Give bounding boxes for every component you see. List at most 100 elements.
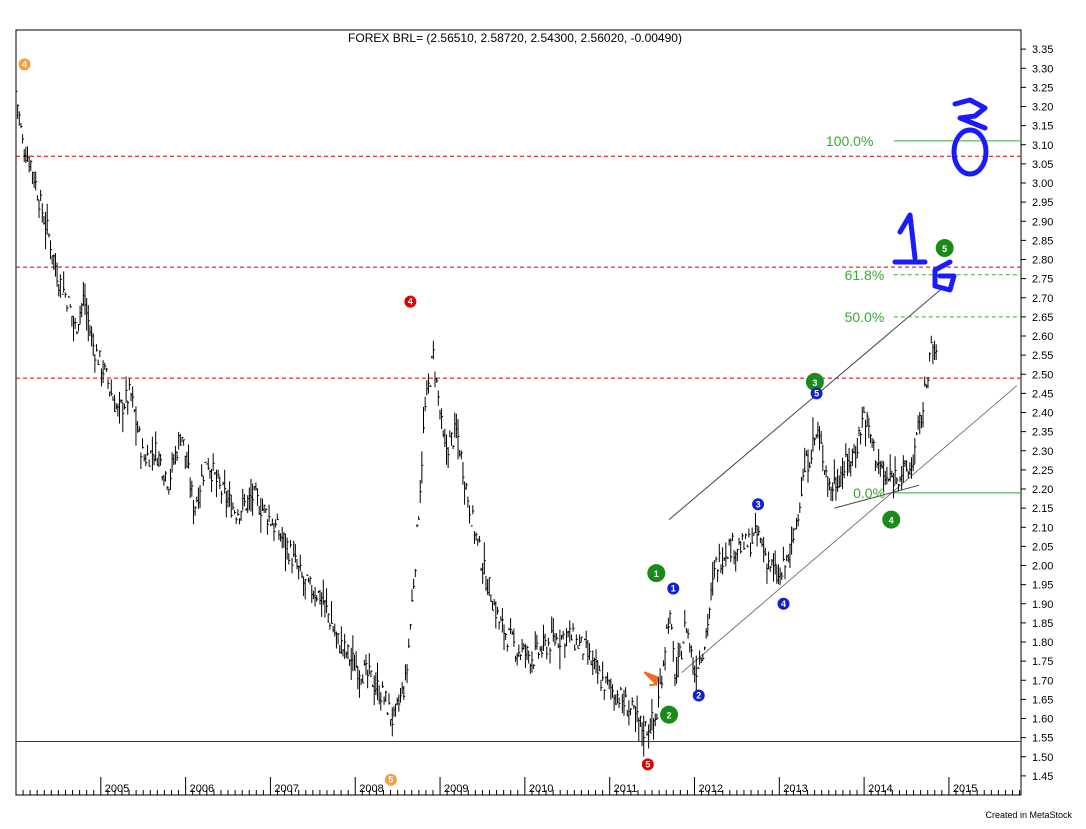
y-tick-label: 1.55 <box>1032 733 1053 745</box>
y-tick-label: 2.50 <box>1032 369 1053 381</box>
y-tick-label: 2.40 <box>1032 408 1053 420</box>
y-tick-label: 2.80 <box>1032 255 1053 267</box>
price-bars <box>15 89 938 757</box>
trend-line <box>834 484 920 509</box>
wave-label: 1 <box>647 564 666 583</box>
x-tick-label: 2011 <box>614 783 638 795</box>
y-tick-label: 1.80 <box>1032 637 1053 649</box>
y-tick-label: 2.20 <box>1032 484 1053 496</box>
fib-level-label: 100.0% <box>826 133 873 149</box>
wave-label-text: 4 <box>22 59 27 69</box>
y-tick-label: 3.05 <box>1032 159 1053 171</box>
y-tick-label: 2.30 <box>1032 446 1053 458</box>
scribble-loop <box>932 259 957 293</box>
wave-label-text: 2 <box>696 691 701 701</box>
credit-text: Created in MetaStock <box>985 810 1072 820</box>
wave-label-circle <box>935 239 954 258</box>
wave-label-circle <box>810 387 823 400</box>
wave-labels: 4 5 4 5 1 2 3 4 5 1 2 3 4 5 <box>18 58 954 786</box>
wave-label-text: 5 <box>942 244 947 254</box>
wave-label-circle <box>647 564 666 583</box>
y-tick-label: 3.20 <box>1032 102 1053 114</box>
y-tick-label: 1.65 <box>1032 694 1053 706</box>
wave-label-text: 5 <box>645 759 650 769</box>
wave-label: 2 <box>692 689 705 702</box>
wave-label-circle <box>667 582 680 595</box>
chart-title: FOREX BRL= (2.56510, 2.58720, 2.54300, 2… <box>348 31 682 45</box>
wave-label: 1 <box>667 582 680 595</box>
trend-lines <box>668 285 1018 673</box>
fibonacci-levels: 100.0% 61.8% 50.0% 0.0% <box>826 133 1021 501</box>
handwritten-annotations <box>892 97 989 293</box>
wave-label: 4 <box>404 295 417 308</box>
plot-area <box>15 29 1022 796</box>
x-tick-label: 2006 <box>190 783 214 795</box>
wave-label-circle <box>777 597 790 610</box>
x-tick-label: 2005 <box>105 783 129 795</box>
wave-label: 5 <box>384 773 397 786</box>
y-tick-label: 1.95 <box>1032 580 1053 592</box>
y-tick-label: 1.85 <box>1032 618 1053 630</box>
wave-label-text: 3 <box>756 499 761 509</box>
y-tick-label: 2.35 <box>1032 427 1053 439</box>
x-tick-label: 2007 <box>274 783 298 795</box>
y-tick-label: 3.35 <box>1032 44 1053 56</box>
wave-label-text: 4 <box>408 297 413 307</box>
y-tick-label: 1.90 <box>1032 599 1053 611</box>
wave-label: 4 <box>777 597 790 610</box>
wave-label-circle <box>752 498 765 511</box>
trend-line <box>668 285 945 520</box>
x-tick-label: 2015 <box>953 783 977 795</box>
x-tick-label: 2009 <box>444 783 468 795</box>
y-tick-label: 2.25 <box>1032 465 1053 477</box>
wave-label-text: 5 <box>814 388 819 398</box>
wave-label-circle <box>18 58 31 71</box>
wave-label-circle <box>404 295 417 308</box>
y-tick-label: 2.60 <box>1032 331 1053 343</box>
fib-level-label: 0.0% <box>853 485 885 501</box>
wave-label-text: 1 <box>654 569 659 579</box>
wave-label-circle <box>641 758 654 771</box>
scribble-hook <box>952 97 988 131</box>
axes: 1.45 1.50 1.55 1.60 1.65 1.70 1.75 1.80 1.85 1.90… <box>15 44 1053 795</box>
y-tick-label: 2.75 <box>1032 274 1053 286</box>
wave-label-text: 3 <box>812 378 817 388</box>
scribble-stroke <box>892 212 928 265</box>
y-tick-label: 2.45 <box>1032 388 1053 400</box>
wave-label-circle <box>805 372 824 391</box>
y-tick-label: 2.85 <box>1032 235 1053 247</box>
y-tick-label: 2.55 <box>1032 350 1053 362</box>
y-tick-label: 3.30 <box>1032 63 1053 75</box>
y-tick-label: 1.75 <box>1032 656 1053 668</box>
y-tick-label: 2.90 <box>1032 216 1053 228</box>
scribble-oval <box>951 127 989 177</box>
x-tick-label: 2014 <box>868 783 892 795</box>
wave-label-circle <box>692 689 705 702</box>
wave-label: 3 <box>805 372 824 391</box>
x-tick-label: 2012 <box>698 783 722 795</box>
y-tick-label: 3.10 <box>1032 140 1053 152</box>
x-tick-label: 2008 <box>359 783 383 795</box>
y-tick-label: 2.95 <box>1032 197 1053 209</box>
wave-label: 4 <box>882 510 901 529</box>
y-tick-label: 2.05 <box>1032 541 1053 553</box>
y-tick-label: 2.15 <box>1032 503 1053 515</box>
support-resistance-lines <box>16 155 1021 742</box>
wave-label-text: 5 <box>388 775 393 785</box>
wave-label: 5 <box>935 239 954 258</box>
wave-label-circle <box>882 510 901 529</box>
x-tick-label: 2010 <box>529 783 553 795</box>
y-tick-label: 2.10 <box>1032 522 1053 534</box>
wave-label: 2 <box>660 705 679 724</box>
wave-label: 3 <box>752 498 765 511</box>
y-tick-label: 1.70 <box>1032 675 1053 687</box>
trend-line <box>681 385 1018 673</box>
wave-label-text: 1 <box>671 583 676 593</box>
y-tick-label: 1.50 <box>1032 752 1053 764</box>
y-tick-label: 2.70 <box>1032 293 1053 305</box>
x-tick-label: 2013 <box>783 783 807 795</box>
wave-label-text: 2 <box>667 711 672 721</box>
y-tick-label: 3.00 <box>1032 178 1053 190</box>
y-tick-label: 2.00 <box>1032 561 1053 573</box>
